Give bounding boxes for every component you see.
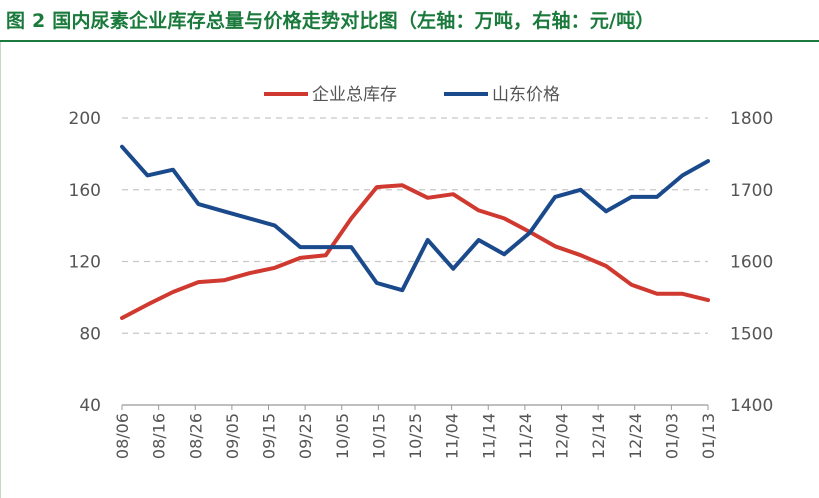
x-tick-label: 08/16 [150, 413, 169, 459]
gridlines [122, 117, 708, 334]
y-right-tick-label: 1400 [730, 396, 773, 416]
y-right-tick-label: 1500 [730, 324, 773, 344]
x-tick-label: 12/14 [589, 413, 608, 459]
x-tick-label: 09/15 [260, 413, 279, 459]
legend-label-price: 山东价格 [492, 85, 560, 105]
y-left-tick-label: 40 [79, 396, 101, 416]
series-line-price [120, 144, 710, 293]
x-tick-label: 01/13 [699, 413, 718, 459]
x-tick-label: 10/15 [369, 413, 388, 459]
chart-legend: 企业总库存 山东价格 [264, 85, 560, 105]
figure-title: 图 2 国内尿素企业库存总量与价格走势对比图（左轴：万吨，右轴：元/吨） [6, 10, 655, 32]
x-tick-label: 10/25 [406, 413, 425, 459]
y-right-tick-label: 1800 [730, 109, 773, 129]
x-tick-label: 11/24 [516, 413, 535, 459]
series-lines [120, 144, 710, 320]
x-tick-label: 12/24 [626, 413, 645, 459]
x-tick-label: 09/05 [223, 413, 242, 459]
x-tick-label: 08/06 [113, 413, 132, 459]
axes: 40 80 120 160 200 1400 1500 1600 1700 1800 08/06 08… [69, 109, 774, 459]
x-tick-label: 01/03 [662, 413, 681, 459]
left-border [0, 42, 1, 498]
y-right-tick-label: 1600 [730, 253, 773, 273]
x-tick-label: 12/04 [553, 413, 572, 459]
x-tick-label: 08/26 [186, 413, 205, 459]
x-tick-label: 10/05 [333, 413, 352, 459]
y-right-tick-label: 1700 [730, 181, 773, 201]
x-tick-label: 11/14 [479, 413, 498, 459]
title-rule [0, 40, 819, 42]
series-line-inventory [120, 183, 710, 320]
y-left-tick-label: 80 [79, 324, 101, 344]
legend-label-inventory: 企业总库存 [312, 85, 397, 105]
y-left-tick-label: 160 [69, 181, 101, 201]
x-tick-label: 11/04 [443, 413, 462, 459]
y-left-tick-label: 120 [69, 253, 101, 273]
y-left-tick-label: 200 [69, 109, 101, 129]
x-tick-label: 09/25 [296, 413, 315, 459]
